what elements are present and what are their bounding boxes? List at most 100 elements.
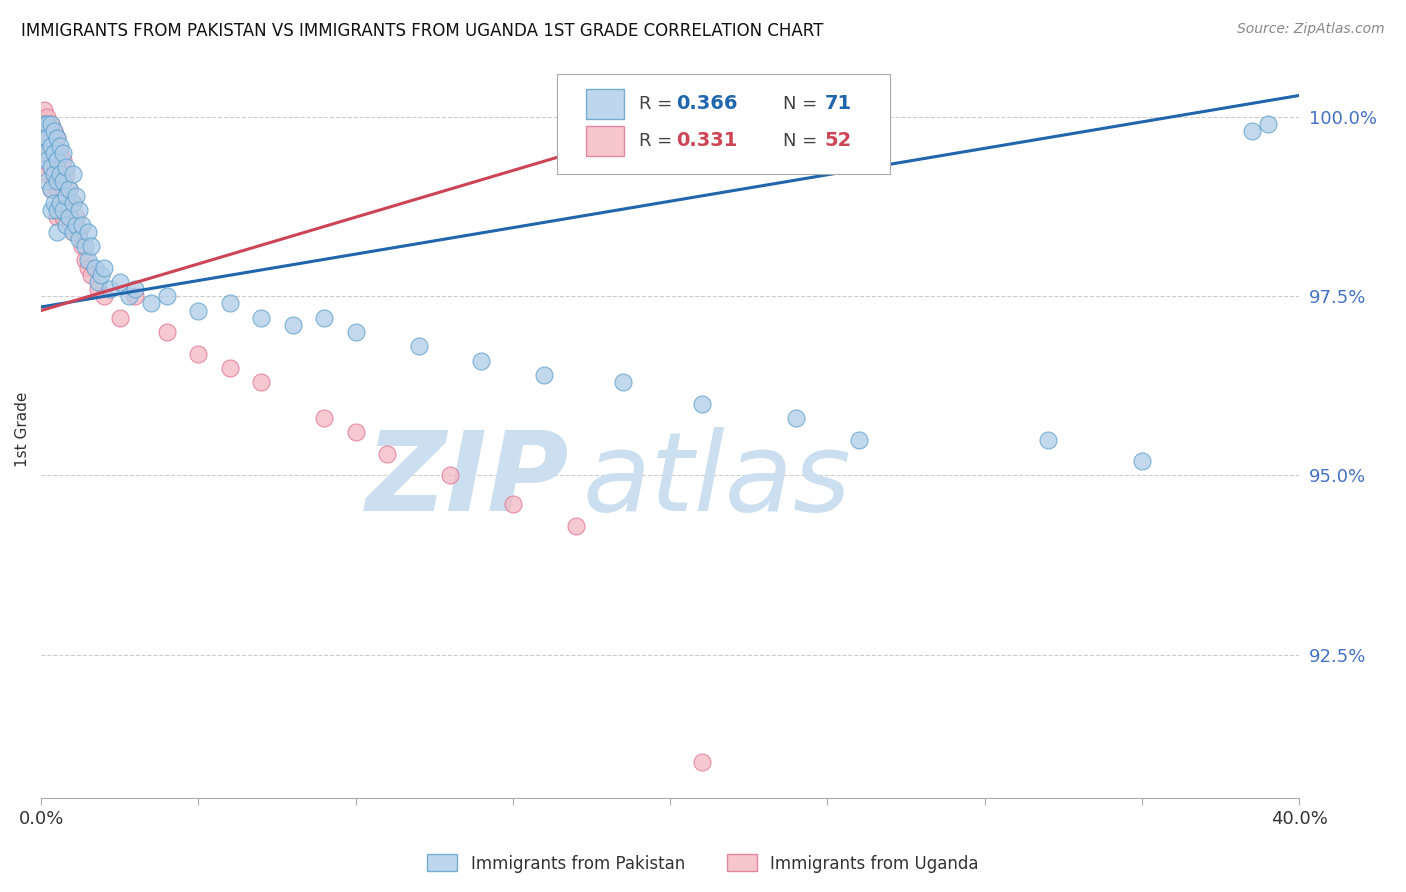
Point [55, 189, 77, 203]
Point [62, 225, 84, 239]
Point [70, 218, 93, 232]
Point [250, 376, 273, 390]
Point [77, 260, 100, 275]
Point [42, 167, 65, 181]
Point [52, 153, 75, 167]
Point [65, 218, 87, 232]
Point [67, 203, 90, 218]
Point [70, 239, 93, 253]
Point [45, 174, 67, 188]
Point [52, 182, 75, 196]
Point [42, 145, 65, 160]
Point [58, 211, 80, 225]
Point [408, 339, 430, 353]
Point [108, 275, 131, 289]
Point [58, 211, 80, 225]
Point [141, 296, 163, 310]
Point [37, 145, 59, 160]
Point [32, 131, 55, 145]
Point [218, 360, 240, 375]
Text: N =: N = [783, 132, 824, 150]
Point [32, 131, 55, 145]
Point [90, 268, 112, 282]
Point [65, 189, 87, 203]
Point [124, 289, 146, 303]
Point [87, 282, 110, 296]
Point [75, 253, 97, 268]
Point [314, 411, 336, 425]
Point [58, 182, 80, 196]
Point [37, 117, 59, 131]
Text: Source: ZipAtlas.com: Source: ZipAtlas.com [1237, 22, 1385, 37]
Point [62, 167, 84, 181]
Text: IMMIGRANTS FROM PAKISTAN VS IMMIGRANTS FROM UGANDA 1ST GRADE CORRELATION CHART: IMMIGRANTS FROM PAKISTAN VS IMMIGRANTS F… [21, 22, 824, 40]
Text: 52: 52 [825, 131, 852, 151]
Text: R =: R = [638, 95, 678, 113]
Point [187, 346, 209, 360]
Point [32, 117, 55, 131]
Point [250, 310, 273, 325]
Text: ZIP: ZIP [366, 427, 569, 534]
Point [502, 497, 524, 511]
Point [45, 131, 67, 145]
Point [118, 289, 141, 303]
Text: 0.331: 0.331 [676, 131, 738, 151]
Point [39, 182, 62, 196]
Point [32, 145, 55, 160]
Point [344, 325, 367, 339]
Point [45, 182, 67, 196]
Point [32, 103, 55, 117]
Point [93, 289, 115, 303]
Legend: Immigrants from Pakistan, Immigrants from Uganda: Immigrants from Pakistan, Immigrants fro… [420, 847, 986, 880]
Point [45, 211, 67, 225]
Point [58, 182, 80, 196]
Point [533, 368, 555, 383]
Point [39, 117, 62, 131]
Point [62, 196, 84, 211]
Point [37, 131, 59, 145]
Point [690, 397, 713, 411]
Point [565, 518, 588, 533]
Point [87, 275, 110, 289]
Point [39, 182, 62, 196]
Point [75, 239, 97, 253]
Point [37, 110, 59, 124]
Point [45, 131, 67, 145]
Point [67, 225, 90, 239]
Point [470, 353, 492, 368]
Point [156, 325, 179, 339]
Point [39, 160, 62, 174]
Point [1036, 433, 1059, 447]
Point [42, 124, 65, 138]
Point [55, 160, 77, 174]
Point [785, 411, 807, 425]
Point [281, 318, 304, 332]
Point [55, 167, 77, 181]
Point [612, 376, 634, 390]
Point [156, 289, 179, 303]
Point [375, 447, 398, 461]
Point [83, 260, 105, 275]
Point [37, 124, 59, 138]
Point [67, 232, 90, 246]
Point [39, 203, 62, 218]
Point [108, 310, 131, 325]
Point [344, 425, 367, 440]
Point [55, 196, 77, 211]
Point [80, 239, 103, 253]
Point [49, 167, 72, 181]
Point [39, 138, 62, 153]
Point [93, 260, 115, 275]
Point [77, 225, 100, 239]
Point [62, 196, 84, 211]
Point [45, 225, 67, 239]
Point [45, 203, 67, 218]
Point [42, 124, 65, 138]
Point [39, 138, 62, 153]
Point [45, 153, 67, 167]
Point [49, 145, 72, 160]
Point [124, 282, 146, 296]
Text: N =: N = [783, 95, 824, 113]
Point [52, 174, 75, 188]
Point [42, 174, 65, 188]
